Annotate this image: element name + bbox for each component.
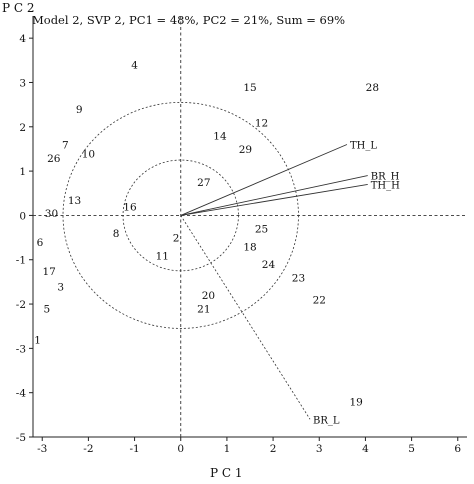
x-tick-label-2: 2 (270, 443, 277, 455)
x-axis-label: P C 1 (210, 466, 243, 480)
vector-line-th_h (180, 183, 368, 216)
y-tick-label-2: 2 (19, 122, 26, 134)
x-tick-label-4: 4 (362, 443, 369, 455)
y-tick-label-4: 4 (19, 33, 26, 45)
x-tick-label-1: 1 (224, 443, 231, 455)
point-label-28: 28 (366, 82, 379, 94)
y-tick-label--5: -5 (16, 432, 26, 444)
point-label-4: 4 (131, 60, 138, 72)
vector-label-br_l: BR_L (313, 415, 340, 426)
point-label-15: 15 (243, 82, 256, 94)
vector-label-th_l: TH_L (350, 141, 377, 152)
y-tick-label-3: 3 (19, 77, 26, 89)
x-tick-label--1: -1 (129, 443, 139, 455)
point-label-16: 16 (123, 202, 137, 214)
correlation-circle-2 (62, 102, 299, 329)
vector-line-th_l (180, 144, 348, 216)
point-label-13: 13 (68, 195, 81, 207)
point-label-19: 19 (350, 397, 363, 409)
point-label-8: 8 (113, 228, 120, 240)
point-label-3: 3 (57, 281, 64, 293)
point-label-24: 24 (262, 259, 276, 271)
score-points: 1234567891011121314151617181920212223242… (34, 60, 379, 409)
point-label-25: 25 (255, 224, 268, 236)
x-tick-label--2: -2 (83, 443, 93, 455)
point-label-1: 1 (34, 335, 41, 347)
point-label-2: 2 (173, 233, 180, 245)
point-label-20: 20 (202, 290, 215, 302)
chart-title: Model 2, SVP 2, PC1 = 48%, PC2 = 21%, Su… (32, 13, 345, 27)
point-label-26: 26 (47, 153, 61, 165)
vector-label-th_h: TH_H (371, 180, 400, 191)
y-tick-label--3: -3 (16, 343, 26, 355)
vector-label-br_h: BR_H (371, 172, 400, 183)
point-label-23: 23 (292, 272, 305, 284)
y-tick-label-0: 0 (19, 210, 26, 222)
point-label-17: 17 (42, 266, 55, 278)
point-label-11: 11 (156, 250, 169, 262)
reference-lines (33, 16, 467, 437)
y-tick-label--2: -2 (16, 299, 26, 311)
y-axis-label: P C 2 (2, 1, 35, 15)
vector-line-br_l (180, 215, 311, 420)
y-tick-label-1: 1 (19, 166, 26, 178)
x-tick-label--3: -3 (37, 443, 47, 455)
point-label-10: 10 (82, 148, 95, 160)
point-label-6: 6 (37, 237, 44, 249)
point-label-7: 7 (62, 140, 69, 152)
point-label-22: 22 (313, 295, 326, 307)
loading-vectors: TH_L BR_HTH_H BR_L (180, 141, 400, 426)
x-tick-label-3: 3 (316, 443, 323, 455)
correlation-circle-1 (122, 159, 239, 272)
point-label-12: 12 (255, 117, 268, 129)
x-tick-label-6: 6 (454, 443, 461, 455)
y-tick-label--1: -1 (16, 255, 26, 267)
x-tick-label-5: 5 (408, 443, 415, 455)
point-label-30: 30 (45, 208, 58, 220)
point-label-9: 9 (76, 104, 83, 116)
point-label-14: 14 (213, 131, 227, 143)
plot-frame (32, 16, 467, 438)
point-label-29: 29 (239, 144, 252, 156)
point-label-5: 5 (44, 303, 51, 315)
vector-line-br_h (180, 175, 368, 216)
point-label-27: 27 (197, 177, 210, 189)
point-label-18: 18 (243, 241, 256, 253)
point-label-21: 21 (197, 303, 210, 315)
correlation-circles (62, 102, 299, 329)
y-tick-label--4: -4 (16, 388, 27, 400)
x-tick-label-0: 0 (177, 443, 184, 455)
